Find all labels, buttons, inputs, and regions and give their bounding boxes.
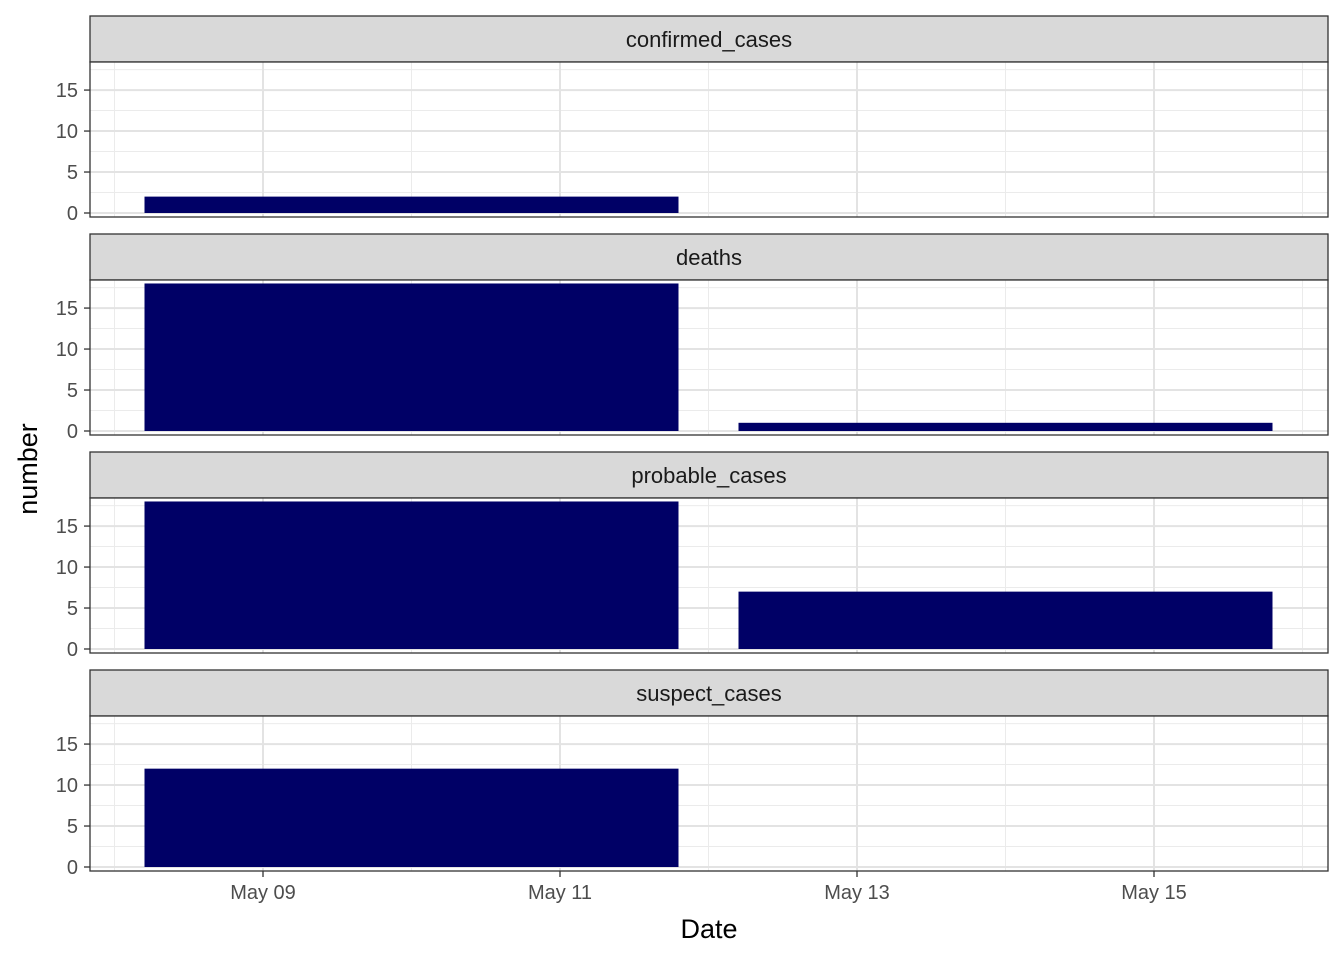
facet-panels: confirmed_cases051015deaths051015probabl… bbox=[56, 15, 1329, 879]
bar bbox=[738, 422, 1273, 431]
facet-strip bbox=[89, 15, 1329, 63]
panel-border bbox=[89, 715, 1329, 872]
y-tick-label: 15 bbox=[56, 298, 78, 320]
x-tick-label: May 09 bbox=[230, 882, 296, 904]
bar bbox=[144, 283, 679, 431]
y-tick-label: 0 bbox=[67, 857, 78, 879]
y-tick-label: 0 bbox=[67, 421, 78, 443]
panel-border bbox=[89, 279, 1329, 436]
panel-border bbox=[89, 61, 1329, 218]
y-tick-label: 10 bbox=[56, 775, 78, 797]
y-tick-label: 15 bbox=[56, 80, 78, 102]
facet-confirmed_cases: confirmed_cases 0 5 10 15 bbox=[56, 15, 1329, 225]
facet-strip bbox=[89, 451, 1329, 499]
bar bbox=[144, 768, 679, 867]
y-tick-label: 10 bbox=[56, 121, 78, 143]
panel-border bbox=[89, 497, 1329, 654]
x-tick-label: May 13 bbox=[824, 882, 890, 904]
facet-deaths: deaths 0 5 10 15 bbox=[56, 233, 1329, 443]
facet-strip-label: probable_cases bbox=[631, 463, 786, 488]
x-tick-label: May 11 bbox=[528, 882, 592, 904]
y-tick-label: 15 bbox=[56, 516, 78, 538]
facet-strip-label: confirmed_cases bbox=[626, 27, 792, 52]
y-tick-label: 10 bbox=[56, 339, 78, 361]
y-tick-label: 5 bbox=[67, 598, 78, 620]
y-tick-label: 5 bbox=[67, 162, 78, 184]
y-axis-title: number bbox=[13, 423, 43, 515]
facet-probable_cases: probable_cases 0 5 10 15 bbox=[56, 451, 1329, 661]
bar bbox=[144, 501, 679, 649]
facet-suspect_cases: suspect_cases 0 5 10 15 bbox=[56, 669, 1329, 879]
bar bbox=[144, 196, 679, 213]
y-tick-label: 0 bbox=[67, 639, 78, 661]
facet-strip-label: deaths bbox=[676, 245, 742, 270]
y-tick-label: 5 bbox=[67, 816, 78, 838]
x-axis: May 09 May 11 May 13 May 15 bbox=[230, 871, 1187, 904]
y-tick-label: 10 bbox=[56, 557, 78, 579]
x-axis-title: Date bbox=[680, 914, 737, 944]
y-tick-label: 15 bbox=[56, 734, 78, 756]
x-tick-label: May 15 bbox=[1121, 882, 1187, 904]
facet-strip-label: suspect_cases bbox=[636, 681, 782, 706]
y-tick-label: 0 bbox=[67, 203, 78, 225]
bar bbox=[738, 591, 1273, 649]
facet-strip bbox=[89, 669, 1329, 717]
y-tick-label: 5 bbox=[67, 380, 78, 402]
